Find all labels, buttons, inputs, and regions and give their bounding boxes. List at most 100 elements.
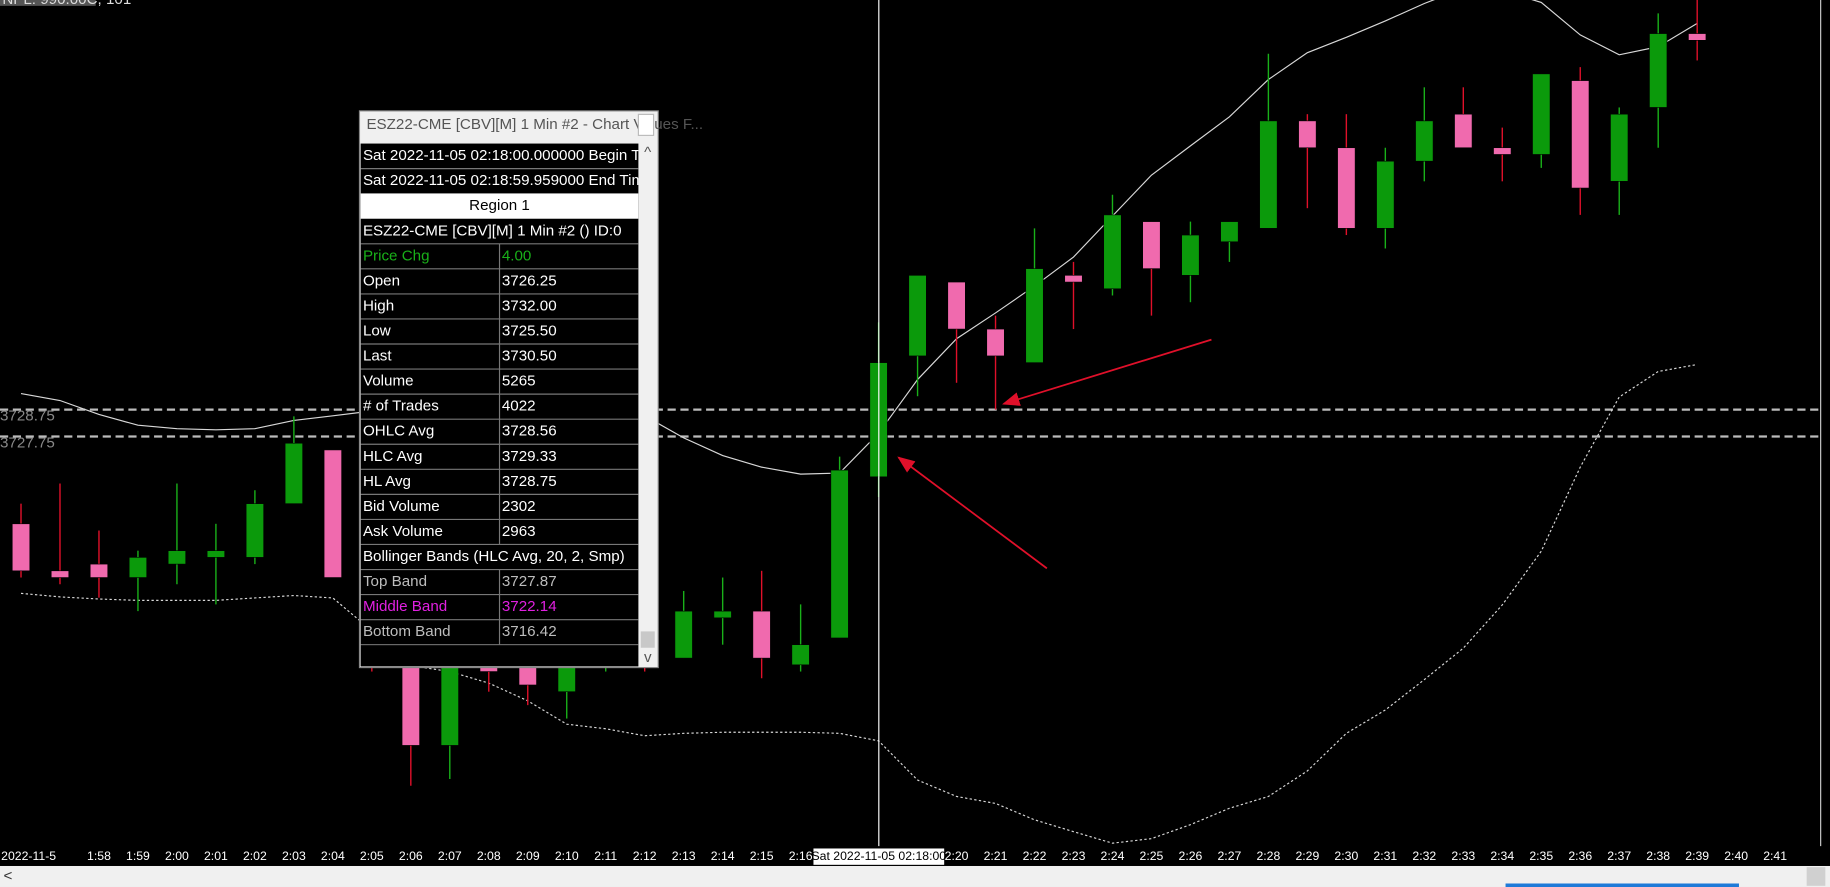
row-label: Low: [363, 322, 391, 339]
status-bg: [0, 0, 96, 6]
candle-body: [1493, 147, 1512, 155]
row-value: 3732.00: [502, 297, 557, 314]
time-label: 2:30: [1334, 849, 1358, 863]
candle-body: [284, 442, 303, 504]
scroll-left[interactable]: <: [4, 867, 13, 884]
row-label: HLC Avg: [363, 448, 423, 465]
candle-body: [1220, 221, 1239, 243]
time-label: 1:58: [87, 849, 111, 863]
candle-body: [713, 610, 732, 619]
candle-body: [1454, 113, 1473, 149]
candle-body: [11, 523, 31, 572]
region: Region 1: [469, 197, 530, 214]
candle-body: [1025, 268, 1044, 363]
time-label: 2:32: [1412, 849, 1436, 863]
scroll-corner: [1806, 867, 1826, 886]
time-axis: 2022-11-5 1:58 1:59 2:00 2:01 2:02 2:03 2:04 2:0…: [0, 847, 1830, 866]
price-line-label: 3727.75: [0, 435, 55, 452]
time-label: 2:20: [945, 849, 969, 863]
time-label: 2:14: [711, 849, 735, 863]
row-value: 3725.50: [502, 322, 557, 339]
candle-body: [1649, 33, 1668, 108]
status: NPL: 990.00C, 101: [2, 0, 131, 8]
panel-scroll-thumb[interactable]: [640, 631, 655, 648]
row-value: 3729.33: [502, 448, 557, 465]
time-label: 2:23: [1062, 849, 1086, 863]
time-label: 2:21: [984, 849, 1008, 863]
arrow: [1002, 338, 1212, 406]
candle-body: [1610, 113, 1629, 182]
row-label: Open: [363, 272, 400, 289]
time-label: 2:03: [282, 849, 306, 863]
scrollbar[interactable]: [0, 865, 1830, 887]
candle-body: [674, 610, 693, 659]
time-label: 2:11: [594, 849, 617, 863]
header-row: Sat 2022-11-05 02:18:00.000000 Begin Tim…: [363, 147, 664, 164]
time-label: 2:09: [516, 849, 540, 863]
row-value: 3716.42: [502, 623, 557, 640]
candle-body: [557, 664, 576, 692]
time-label: 2:00: [165, 849, 189, 863]
time-label: 2:29: [1295, 849, 1319, 863]
candle-body: [1415, 120, 1434, 162]
candle-body: [1376, 160, 1395, 229]
candle-body: [986, 328, 1005, 357]
candle-body: [908, 275, 927, 357]
row-value: 3728.56: [502, 423, 557, 440]
scroll-thumb[interactable]: [1505, 883, 1739, 887]
candle-body: [947, 281, 966, 330]
time-label: 2:02: [243, 849, 267, 863]
time-label: 2:41: [1763, 849, 1787, 863]
hover-label: Sat 2022-11-05 02:18:00: [811, 849, 946, 863]
time-label: 2:22: [1023, 849, 1047, 863]
candle-body: [1337, 147, 1356, 229]
row-label: HL Avg: [363, 473, 411, 490]
time-label: 2:36: [1568, 849, 1592, 863]
price-line-label: 3728.75: [0, 408, 55, 425]
time-label: 2:04: [321, 849, 345, 863]
scroll-down[interactable]: v: [644, 649, 652, 666]
candle-body: [89, 563, 109, 578]
time-label: 2:12: [633, 849, 657, 863]
row-value: 4.00: [502, 247, 532, 264]
time-label: 2:15: [750, 849, 774, 863]
row-value: 2302: [502, 498, 536, 515]
candle-body: [752, 610, 771, 659]
time-label: 2:01: [204, 849, 228, 863]
candle-body: [1064, 275, 1083, 283]
chart-values-window: ESZ22-CME [CBV][M] 1 Min #2 - Chart Valu…: [358, 110, 703, 669]
time-label: 2:05: [360, 849, 384, 863]
time-label: 2:08: [477, 849, 501, 863]
time-label: 2022-11-5: [1, 849, 56, 863]
candle-body: [206, 550, 225, 558]
time-label: 2:26: [1179, 849, 1203, 863]
instrument: ESZ22-CME [CBV][M] 1 Min #2 () ID:0: [363, 222, 622, 239]
time-label: 2:07: [438, 849, 462, 863]
candle-body: [830, 469, 849, 639]
header-row: Sat 2022-11-05 02:18:59.959000 End Time: [363, 172, 653, 189]
row-value: 4022: [502, 398, 536, 415]
time-label: 2:16: [789, 849, 813, 863]
panel-scrollbar[interactable]: [639, 143, 658, 667]
candle-body: [1142, 221, 1161, 269]
candle-body: [1298, 120, 1317, 149]
row-label: Middle Band: [363, 598, 447, 615]
time-label: 2:24: [1101, 849, 1125, 863]
time-label: 2:28: [1256, 849, 1280, 863]
candle-body: [1688, 33, 1707, 41]
candle-body: [791, 644, 810, 666]
close-button[interactable]: [637, 113, 655, 136]
time-label: 2:31: [1373, 849, 1397, 863]
time-label: 2:13: [672, 849, 696, 863]
candle-body: [1532, 73, 1551, 155]
time-label: 2:10: [555, 849, 579, 863]
time-label: 2:27: [1217, 849, 1241, 863]
arrow: [897, 456, 1048, 570]
row-value: 5265: [502, 373, 536, 390]
candle-body: [245, 503, 264, 558]
candle-body: [1259, 120, 1278, 229]
row-label: Top Band: [363, 573, 427, 590]
hover-label-bg: [813, 848, 945, 865]
scroll-up[interactable]: ^: [644, 144, 652, 161]
row-label: Price Chg: [363, 247, 430, 264]
